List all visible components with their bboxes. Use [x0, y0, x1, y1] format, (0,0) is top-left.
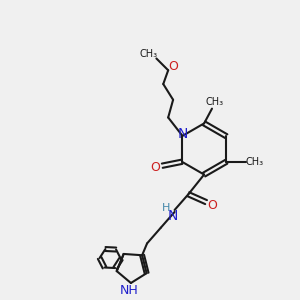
- Text: N: N: [167, 209, 178, 223]
- Text: N: N: [178, 127, 188, 141]
- Text: CH₃: CH₃: [246, 157, 264, 167]
- Text: O: O: [168, 60, 178, 73]
- Text: CH₃: CH₃: [140, 49, 158, 58]
- Text: NH: NH: [120, 284, 138, 297]
- Text: CH₃: CH₃: [206, 97, 224, 107]
- Text: O: O: [207, 199, 217, 212]
- Text: O: O: [151, 161, 160, 174]
- Text: H: H: [162, 203, 170, 213]
